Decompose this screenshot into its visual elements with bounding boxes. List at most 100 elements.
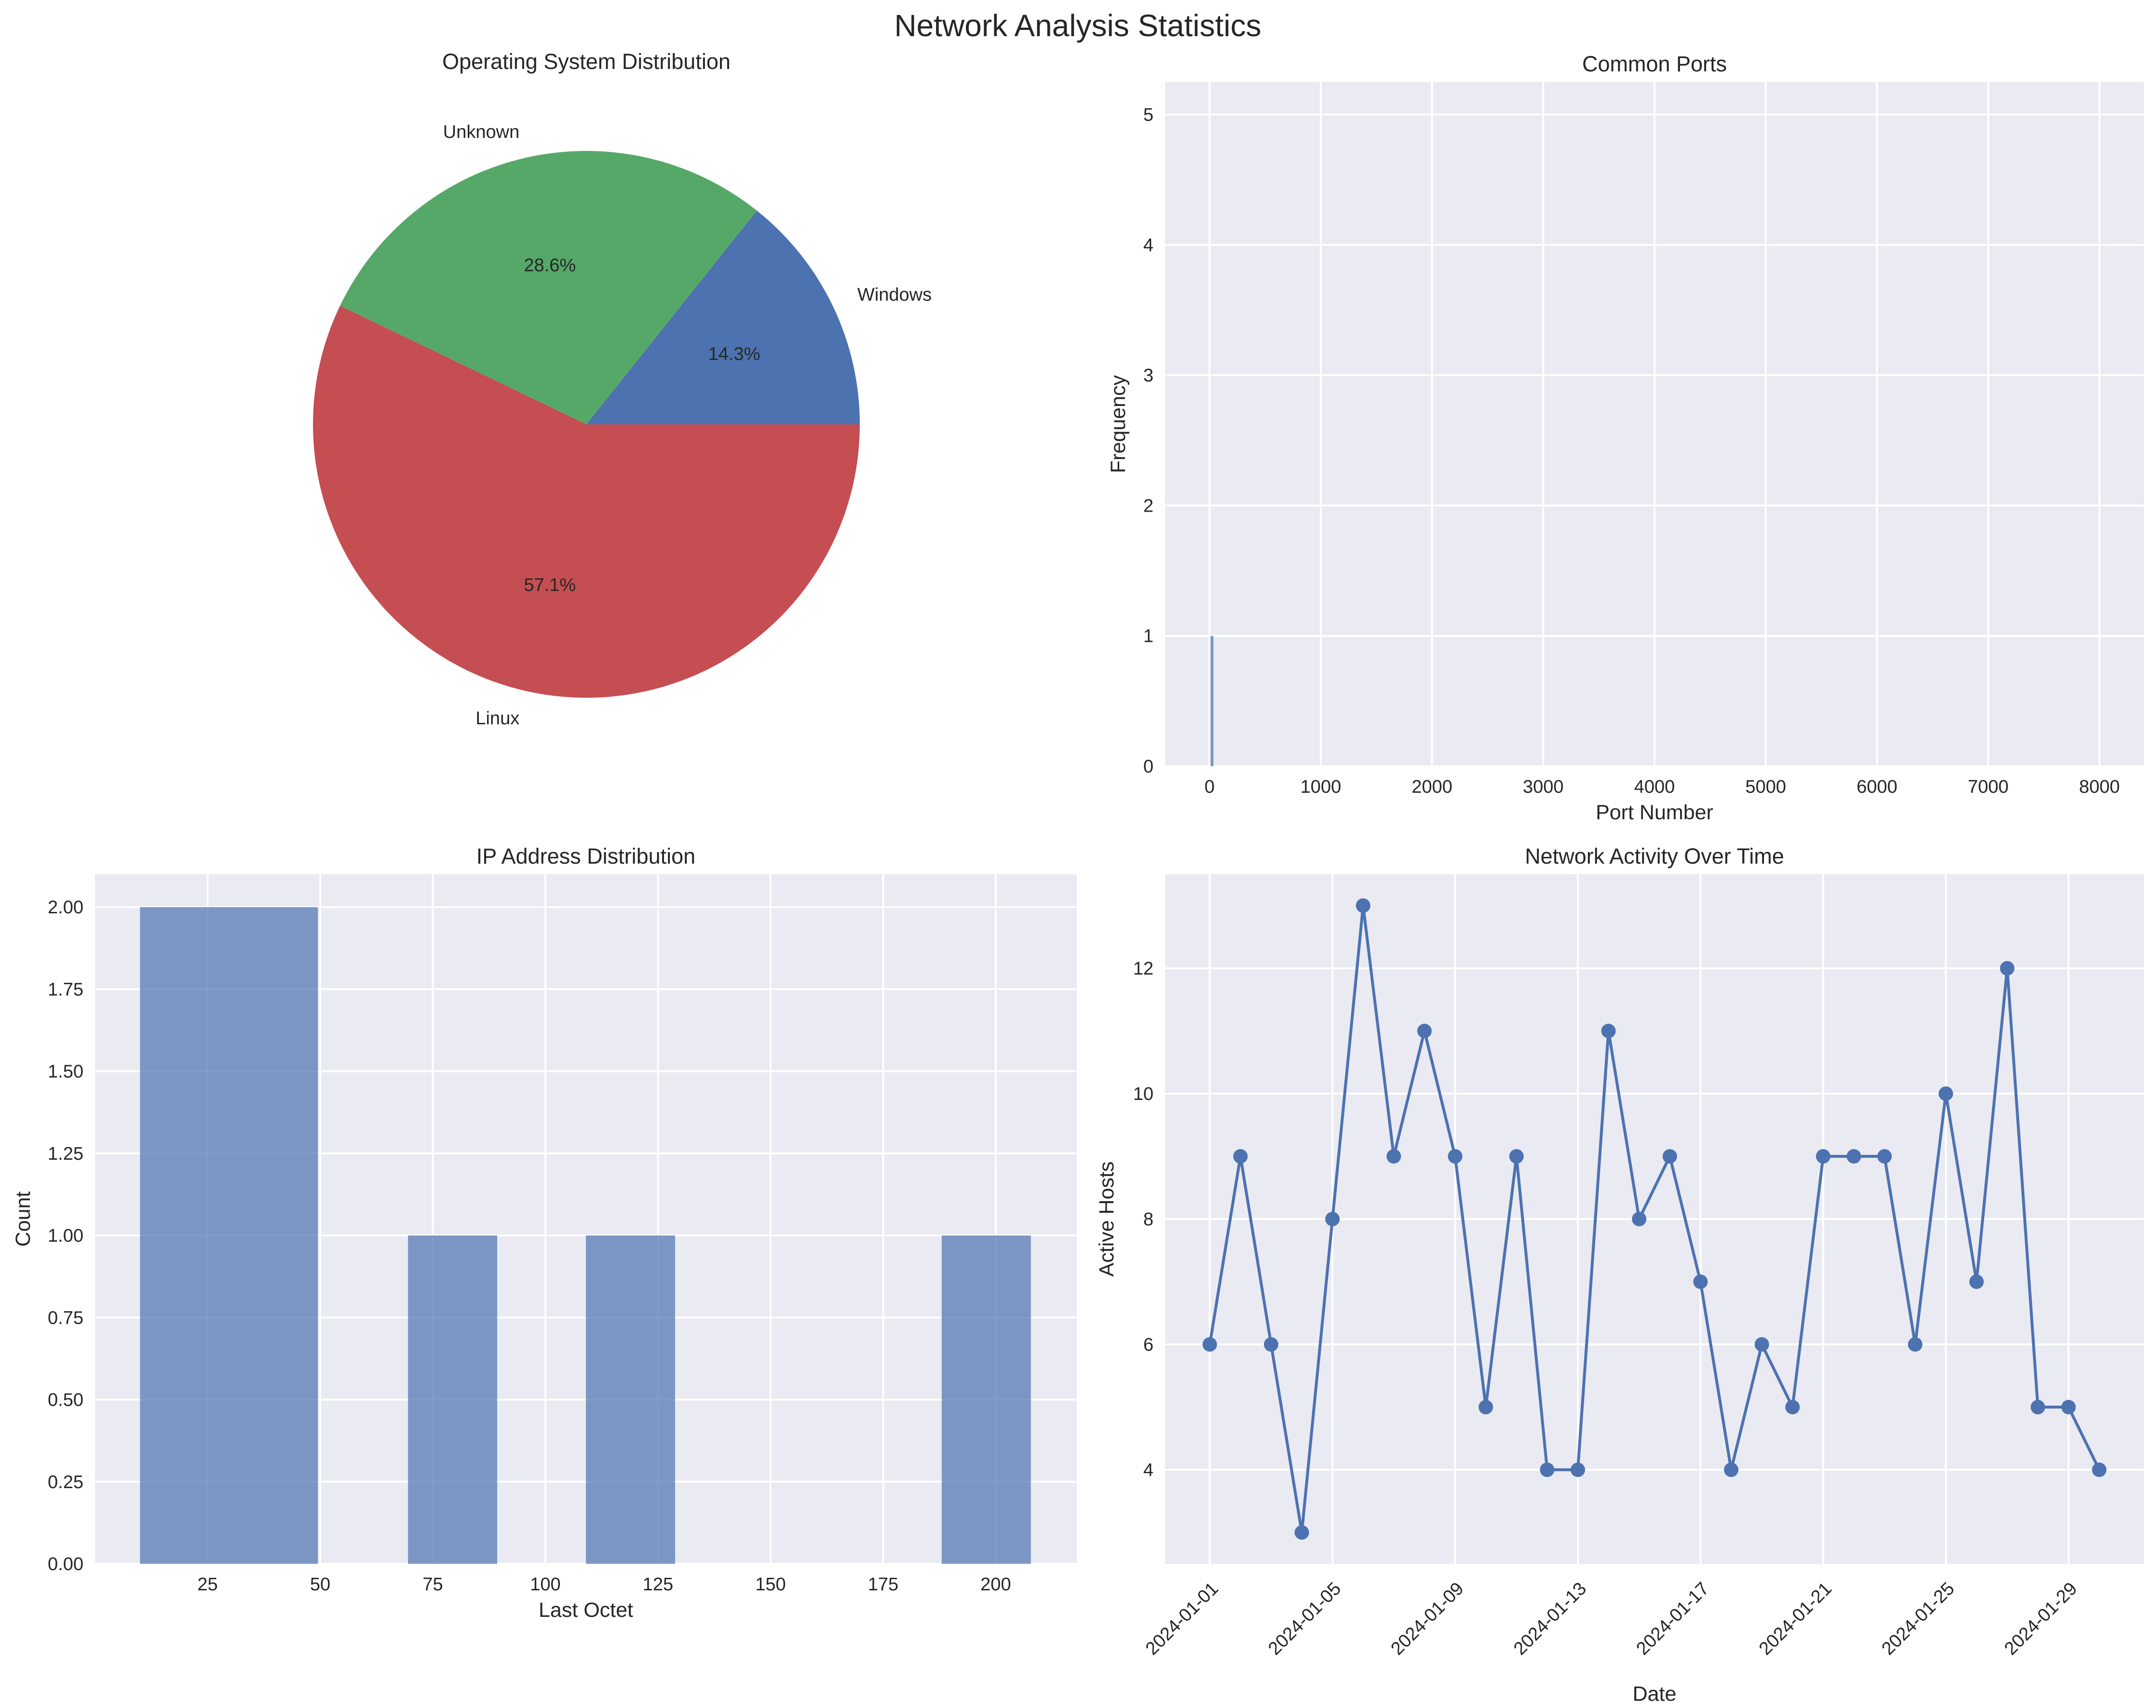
- common-ports-chart: 0 1 2 3 4 5 0 1000 2000 3000 4000 5000 6000 7000 8000 C…: [1107, 52, 2144, 824]
- activity-point: [1570, 1463, 1585, 1477]
- x-tick-label: 2024-01-13: [1510, 1578, 1590, 1659]
- x-tick-label: 200: [980, 1574, 1011, 1595]
- y-tick-label: 10: [1133, 1084, 1153, 1104]
- activity-point: [1202, 1337, 1217, 1352]
- x-axis-label: Port Number: [1596, 801, 1713, 824]
- x-tick-label: 2024-01-25: [1878, 1578, 1958, 1659]
- x-tick-label: 2024-01-01: [1142, 1578, 1222, 1659]
- histogram-bar: [941, 1235, 1031, 1564]
- y-tick-label: 2.00: [48, 897, 83, 918]
- pie-slice: [340, 151, 757, 424]
- x-tick-label: 25: [197, 1574, 217, 1595]
- y-tick-label: 12: [1133, 959, 1153, 979]
- x-tick-label: 150: [755, 1574, 786, 1595]
- network-activity-chart: 4 6 8 10 12 2024-01-01 2024-01-05 2024-01-09 202…: [1095, 844, 2144, 1706]
- activity-point: [2000, 961, 2015, 976]
- y-axis-label: Count: [12, 1192, 35, 1247]
- port-bar: [1210, 636, 1214, 766]
- y-axis-label: Active Hosts: [1095, 1162, 1118, 1277]
- y-tick-label: 2: [1143, 496, 1153, 516]
- x-tick-label: 6000: [1857, 777, 1898, 797]
- histogram-bar: [408, 1235, 498, 1564]
- pie-slice-label: Windows: [857, 285, 932, 305]
- y-tick-label: 5: [1143, 105, 1153, 125]
- chart-title: Network Activity Over Time: [1525, 844, 1784, 868]
- x-axis-label: Date: [1633, 1682, 1677, 1706]
- x-tick-label: 8000: [2079, 777, 2120, 797]
- x-tick-label: 175: [868, 1574, 898, 1595]
- ip-distribution-chart: 0.00 0.25 0.50 0.75 1.00 1.25 1.50 1.75 2.00 25 50…: [12, 844, 1077, 1622]
- pie-slice: [586, 210, 860, 424]
- y-tick-label: 0.50: [48, 1390, 83, 1410]
- activity-point: [1939, 1086, 1953, 1101]
- activity-point: [1846, 1149, 1861, 1164]
- activity-point: [1448, 1149, 1463, 1164]
- activity-point: [1877, 1149, 1892, 1164]
- y-tick-label: 4: [1143, 235, 1153, 256]
- x-tick-label: 4000: [1634, 777, 1675, 797]
- activity-point: [1325, 1212, 1340, 1226]
- y-axis-label: Frequency: [1107, 375, 1130, 473]
- activity-point: [1356, 898, 1370, 913]
- x-tick-label: 5000: [1745, 777, 1786, 797]
- x-tick-label: 3000: [1523, 777, 1564, 797]
- histogram-bar: [140, 907, 318, 1564]
- pie-slice: [312, 305, 860, 698]
- x-tick-label: 7000: [1968, 777, 2009, 797]
- activity-point: [1509, 1149, 1524, 1164]
- x-tick-label: 0: [1205, 777, 1215, 797]
- activity-point: [1417, 1024, 1432, 1038]
- activity-point: [1263, 1337, 1278, 1352]
- chart-title: IP Address Distribution: [476, 844, 695, 868]
- activity-point: [1816, 1149, 1831, 1164]
- activity-point: [1478, 1400, 1493, 1414]
- activity-point: [1540, 1463, 1555, 1477]
- x-tick-label: 2024-01-29: [2001, 1578, 2081, 1659]
- activity-point: [1754, 1337, 1769, 1352]
- y-tick-label: 1.75: [48, 979, 83, 1000]
- activity-point: [1294, 1525, 1309, 1540]
- activity-point: [1908, 1337, 1923, 1352]
- histogram-bar: [586, 1235, 675, 1564]
- activity-point: [1969, 1274, 1984, 1289]
- x-tick-label: 2000: [1411, 777, 1452, 797]
- y-tick-label: 1.50: [48, 1062, 83, 1082]
- activity-point: [2061, 1400, 2076, 1414]
- activity-point: [1724, 1463, 1739, 1477]
- x-tick-label: 2024-01-17: [1632, 1578, 1713, 1659]
- y-tick-label: 4: [1143, 1460, 1153, 1480]
- pie-percent-label: 14.3%: [708, 344, 760, 364]
- y-tick-label: 3: [1143, 366, 1153, 386]
- activity-point: [1233, 1149, 1248, 1164]
- activity-point: [2031, 1400, 2046, 1414]
- x-tick-label: 2024-01-05: [1264, 1578, 1345, 1659]
- y-tick-label: 0.00: [48, 1554, 83, 1574]
- activity-point: [1693, 1274, 1708, 1289]
- x-tick-label: 75: [422, 1574, 443, 1595]
- pie-slice-label: Linux: [475, 708, 519, 729]
- chart-title: Common Ports: [1582, 52, 1727, 76]
- x-tick-label: 125: [643, 1574, 673, 1595]
- pie-percent-label: 57.1%: [524, 575, 576, 596]
- y-tick-label: 8: [1143, 1209, 1153, 1230]
- y-tick-label: 0.25: [48, 1472, 83, 1492]
- y-tick-label: 1.25: [48, 1144, 83, 1164]
- x-tick-label: 2024-01-21: [1755, 1578, 1836, 1659]
- activity-line: [1208, 904, 2101, 1534]
- figure-title: Network Analysis Statistics: [894, 8, 1261, 43]
- y-tick-label: 1.00: [48, 1226, 83, 1246]
- activity-point: [2092, 1463, 2107, 1477]
- pie-slice-label: Unknown: [443, 122, 519, 142]
- x-tick-label: 2024-01-09: [1387, 1578, 1468, 1659]
- activity-point: [1632, 1212, 1647, 1226]
- y-tick-label: 6: [1143, 1335, 1153, 1355]
- y-tick-label: 0.75: [48, 1308, 83, 1328]
- activity-point: [1785, 1400, 1800, 1414]
- chart-title: Operating System Distribution: [442, 49, 731, 74]
- x-tick-label: 50: [310, 1574, 330, 1595]
- x-axis-label: Last Octet: [539, 1599, 633, 1622]
- os-distribution-pie-chart: Operating System Distribution Windows 14.3…: [312, 49, 932, 729]
- y-tick-label: 0: [1143, 757, 1153, 777]
- activity-point: [1662, 1149, 1677, 1164]
